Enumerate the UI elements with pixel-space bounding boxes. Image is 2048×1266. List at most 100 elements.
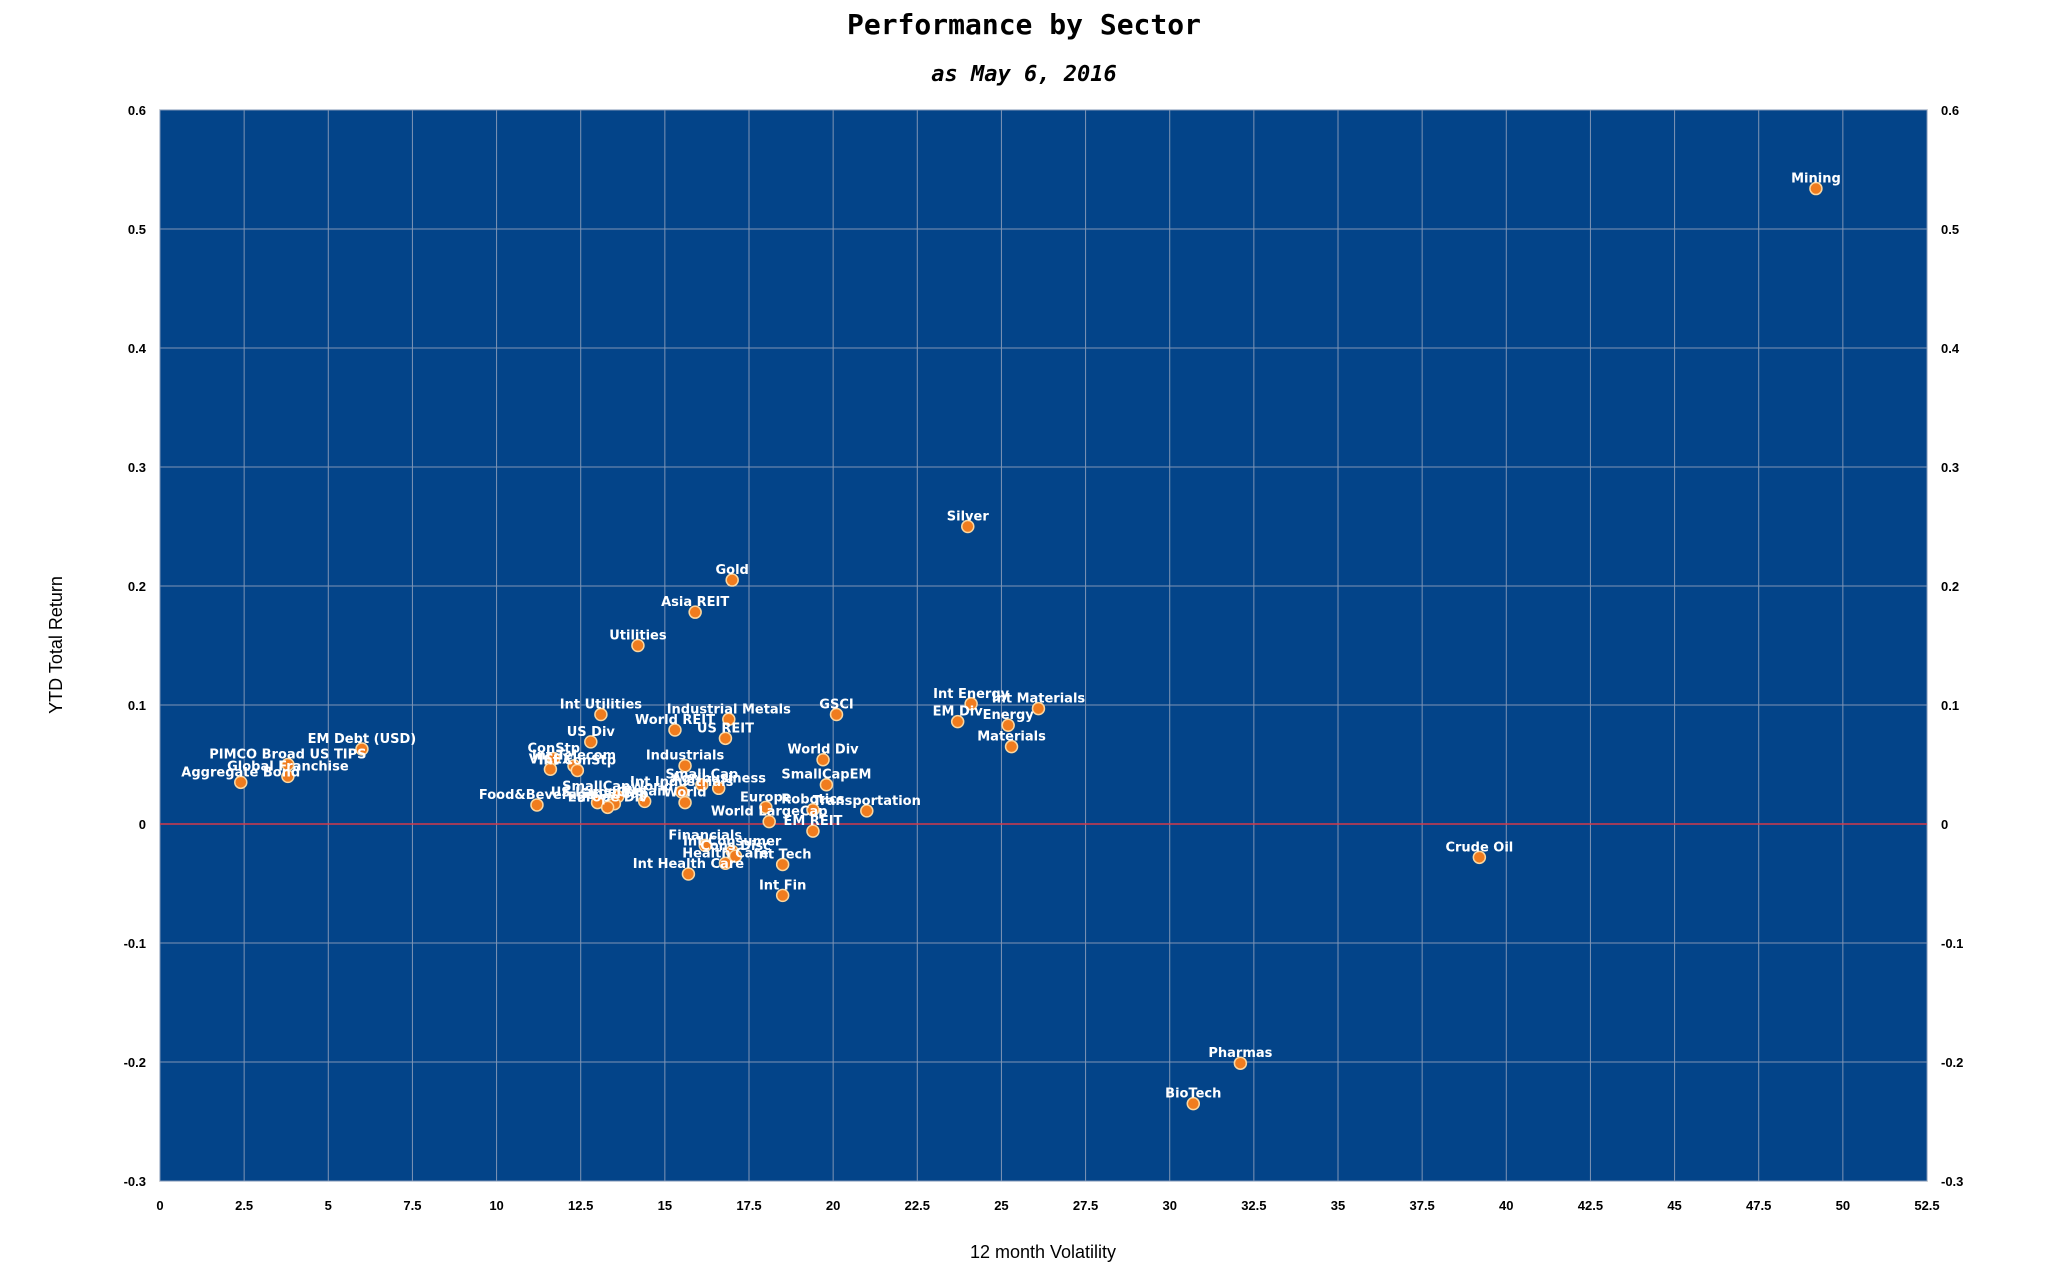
x-axis-ticks: 0 2.5 5 7.5 10 12.5 15 17.5 20 22.5 25 27.5 30 32.5 35… <box>156 1198 1939 1213</box>
point-label: Agribusiness <box>671 771 766 786</box>
point-label: Int Energy <box>933 687 1010 702</box>
point-label: Int Consumer <box>683 834 782 849</box>
point-label: VICEX <box>529 752 572 767</box>
x-tick-label: 45 <box>1667 1198 1681 1213</box>
x-tick-label: 37.5 <box>1409 1198 1434 1213</box>
y-tick-label-left: 0.3 <box>128 460 146 475</box>
point-label: Industrial Metals <box>667 702 791 717</box>
data-point <box>718 731 733 746</box>
x-tick-label: 20 <box>826 1198 840 1213</box>
data-point <box>961 519 975 534</box>
y-tick-label-right: 0.4 <box>1941 341 1960 356</box>
x-axis-title: 12 month Volatility <box>970 1242 1116 1262</box>
data-point <box>964 697 978 711</box>
data-point <box>718 856 733 871</box>
y-tick-label-left: 0 <box>139 817 146 832</box>
data-point <box>688 605 702 619</box>
data-point <box>860 804 874 818</box>
data-point <box>1001 718 1015 732</box>
point-label: EM Div <box>933 705 984 720</box>
point-label: Financials <box>668 828 742 843</box>
gridlines <box>159 109 1928 1182</box>
y-tick-label-right: -0.1 <box>1941 936 1963 951</box>
point-label: GSCI <box>819 698 853 713</box>
point-label: World <box>664 786 707 801</box>
point-label: World REIT <box>635 713 715 728</box>
point-label: Utilities <box>609 629 667 644</box>
point-label: Energy <box>983 708 1035 723</box>
point-label: Int Telecom <box>532 749 616 764</box>
x-tick-label: 17.5 <box>736 1198 761 1213</box>
point-label: Pharmas <box>1208 1046 1272 1061</box>
data-point <box>775 888 790 903</box>
y-tick-label-left: 0.4 <box>128 341 147 356</box>
x-tick-label: 35 <box>1331 1198 1345 1213</box>
point-label: Asia REIT <box>661 595 729 610</box>
point-label: World Div <box>787 743 859 758</box>
point-label: Gold <box>715 563 748 578</box>
y-tick-label-right: 0.2 <box>1941 579 1959 594</box>
point-label: EM Debt (USD) <box>308 732 417 747</box>
y-tick-label-left: -0.3 <box>124 1174 146 1189</box>
x-tick-label: 32.5 <box>1241 1198 1266 1213</box>
data-point <box>594 707 608 722</box>
data-point <box>530 798 544 812</box>
point-label: SmallCap <box>580 787 648 802</box>
data-point <box>1809 181 1823 196</box>
point-label: BioTech <box>1165 1087 1221 1102</box>
data-point <box>281 769 295 784</box>
x-tick-label: 50 <box>1836 1198 1850 1213</box>
x-tick-label: 5 <box>325 1198 332 1213</box>
point-label: US LargeCap <box>551 786 645 801</box>
data-point <box>1233 1056 1248 1070</box>
data-point <box>698 838 712 853</box>
point-label: Cons Disc <box>700 839 771 854</box>
point-label: SmallCapEM <box>781 768 871 783</box>
point-label: Industrials <box>646 749 725 764</box>
chart-title: Performance by Sector <box>846 8 1201 41</box>
point-labels: Mining Silver Gold Asia REIT Utilities Indust… <box>181 172 1840 1102</box>
point-label: PIMCO Broad US TIPS <box>209 748 366 763</box>
data-point <box>695 777 709 792</box>
data-point <box>678 795 692 810</box>
y-tick-label-left: 0.2 <box>128 579 146 594</box>
point-label: Int Health Care <box>633 857 744 872</box>
data-point <box>819 777 834 792</box>
x-tick-label: 15 <box>658 1198 672 1213</box>
data-point <box>806 802 820 817</box>
point-label: Int Industrials <box>630 775 734 790</box>
data-point <box>678 758 692 773</box>
data-points <box>234 181 1823 1111</box>
point-label: Small Cap <box>666 768 739 783</box>
x-tick-label: 42.5 <box>1578 1198 1603 1213</box>
y-axis-title: YTD Total Return <box>46 576 66 714</box>
x-tick-label: 10 <box>489 1198 503 1213</box>
point-label: EM REIT <box>783 814 842 829</box>
point-label: Int ConStp <box>539 753 616 768</box>
y-tick-label-right: -0.3 <box>1941 1174 1963 1189</box>
data-point <box>637 794 652 809</box>
point-label: Materials <box>977 730 1046 745</box>
y-axis-ticks-left: -0.3 -0.2 -0.1 0 0.1 0.2 0.3 0.4 0.5 0.6 <box>124 103 147 1189</box>
x-tick-label: 40 <box>1499 1198 1513 1213</box>
data-point <box>355 742 369 756</box>
x-tick-label: 47.5 <box>1746 1198 1771 1213</box>
y-tick-label-right: 0.6 <box>1941 103 1959 118</box>
data-point <box>668 723 682 737</box>
y-tick-label-left: -0.1 <box>124 936 146 951</box>
data-point <box>1472 850 1487 865</box>
x-tick-label: 7.5 <box>403 1198 421 1213</box>
data-point <box>711 781 726 796</box>
point-label: SmallCapWorld <box>562 780 673 795</box>
data-point <box>681 867 696 881</box>
point-label: Silver <box>947 510 990 525</box>
point-label: Int Utilities <box>560 698 642 713</box>
y-tick-label-left: 0.1 <box>128 698 146 713</box>
y-tick-label-right: 0 <box>1941 817 1948 832</box>
point-label: World LargeCap <box>711 805 828 820</box>
x-tick-label: 0 <box>156 1198 163 1213</box>
point-label: Health Care <box>682 846 769 861</box>
data-point <box>543 762 558 777</box>
y-tick-label-right: 0.3 <box>1941 460 1959 475</box>
